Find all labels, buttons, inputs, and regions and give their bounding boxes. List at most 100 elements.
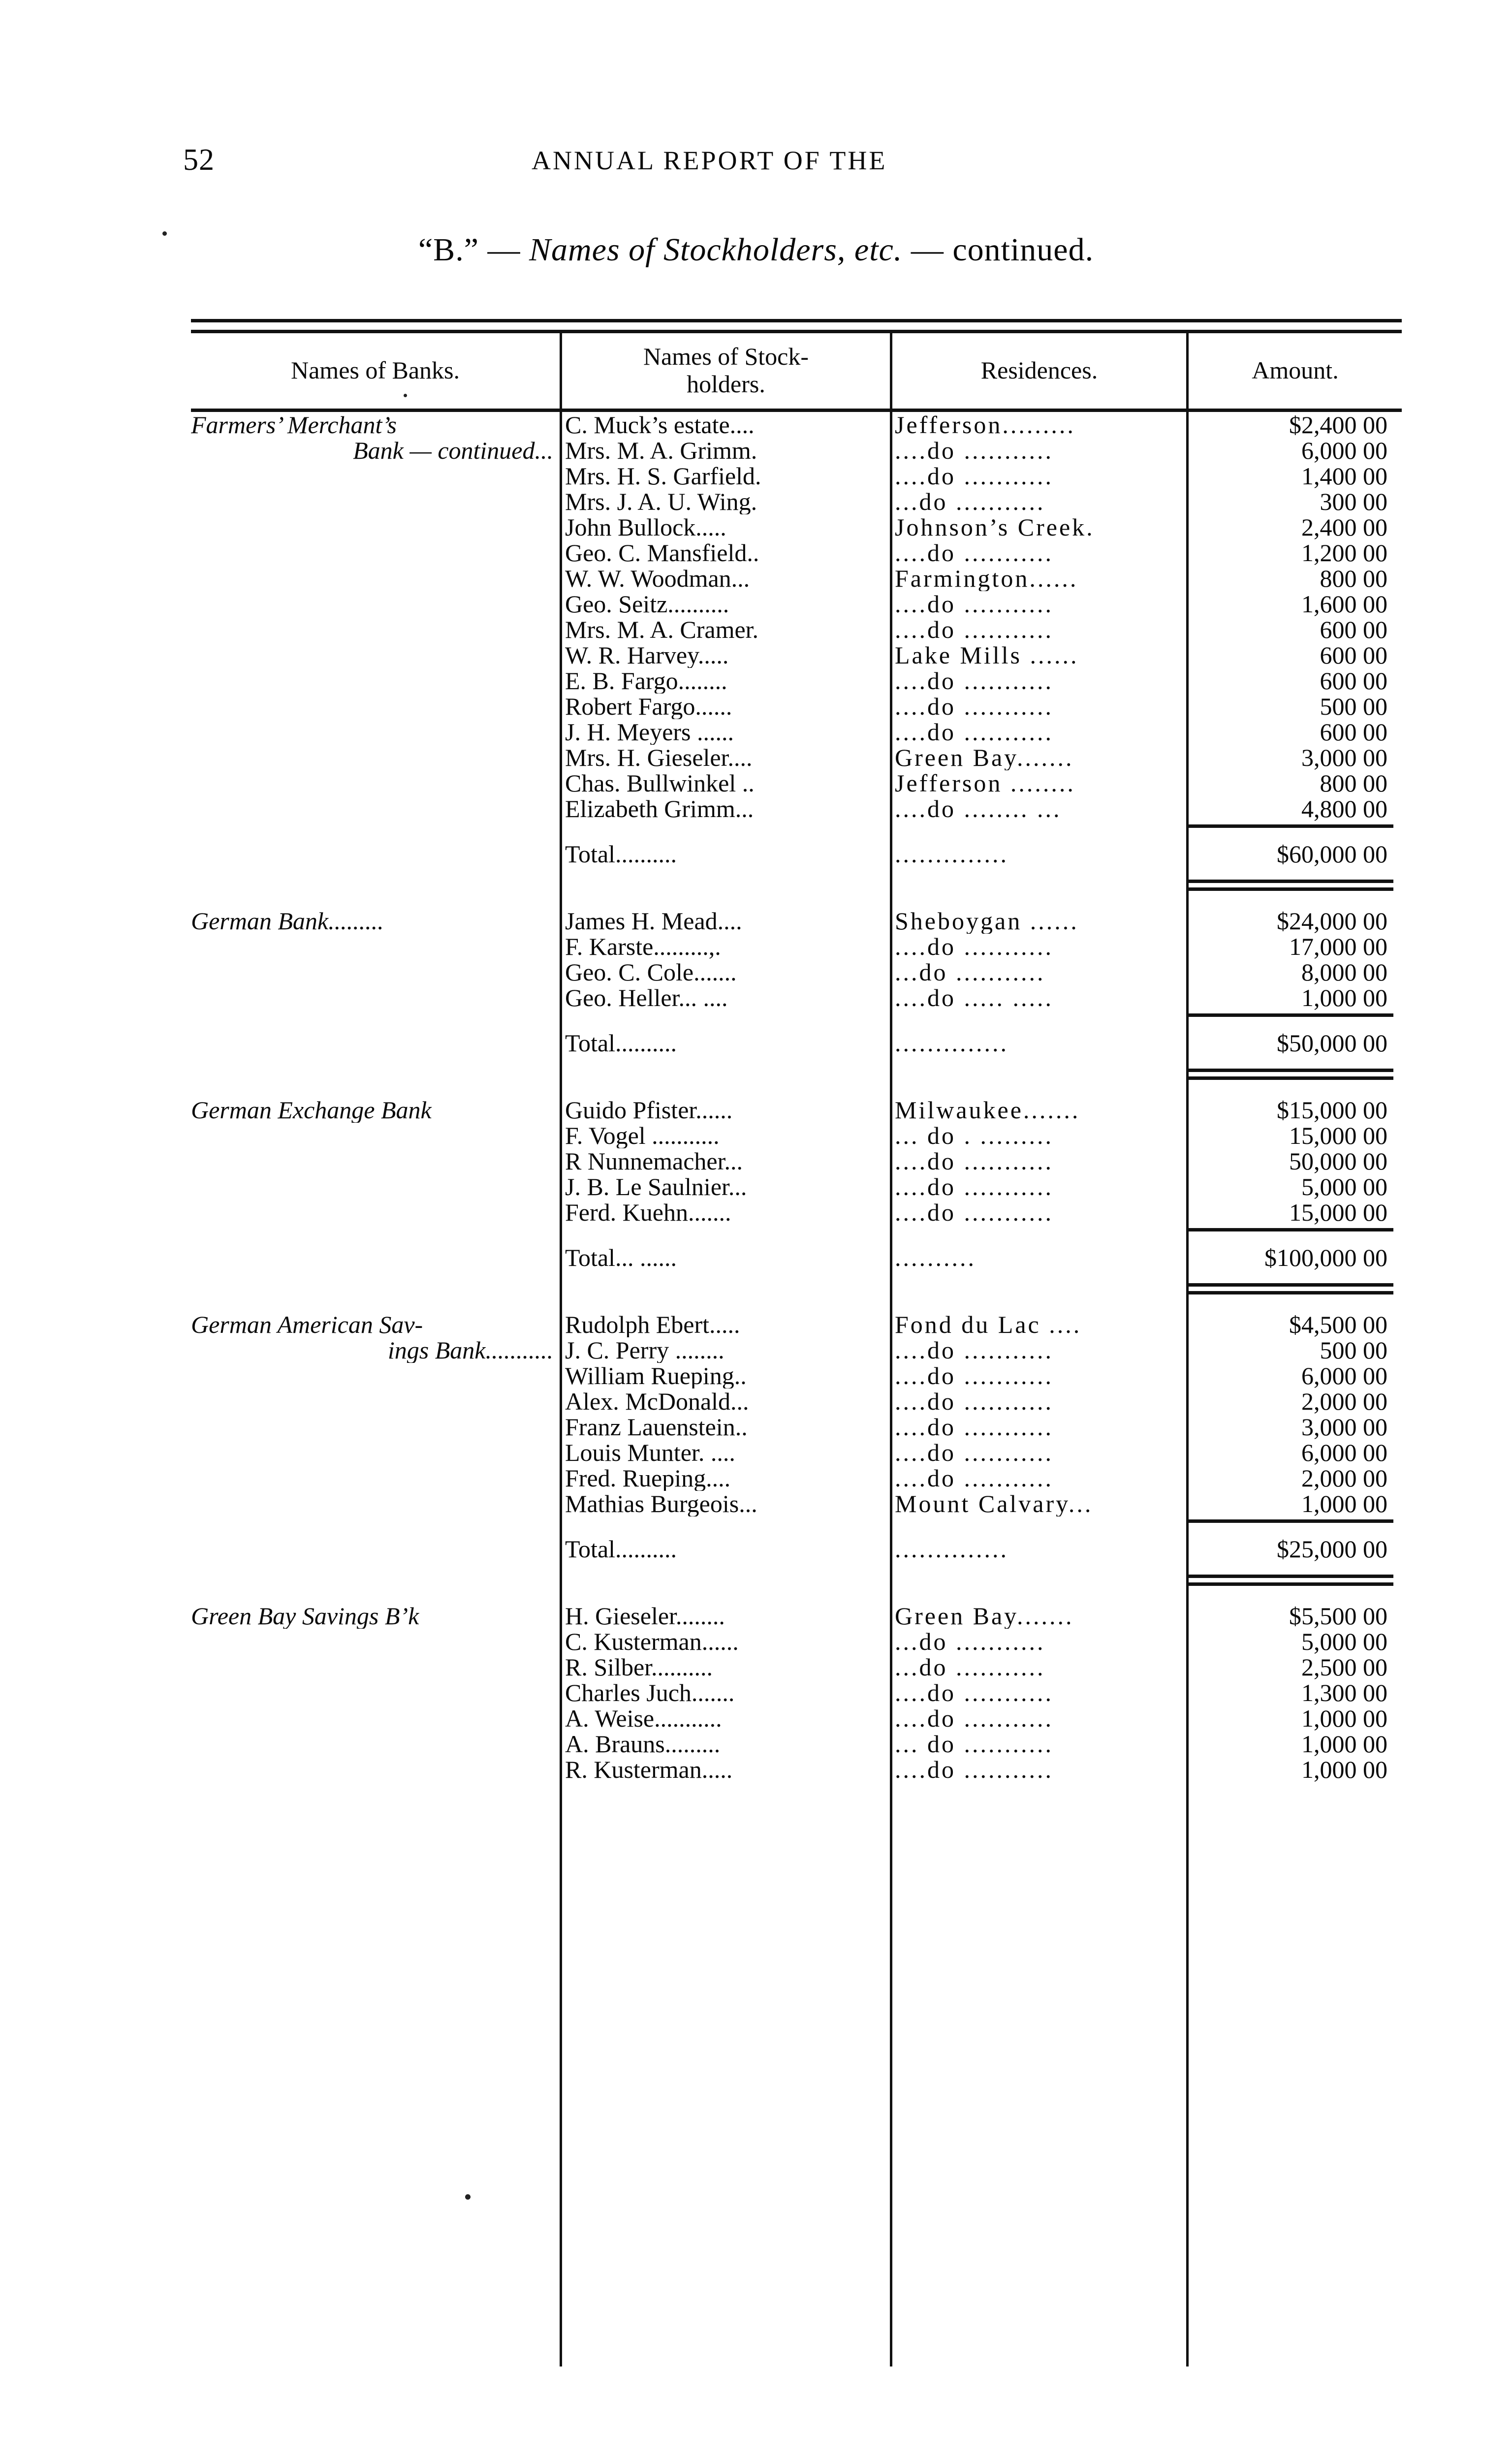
- stockholder-name-cell: Geo. Seitz..........: [565, 591, 729, 617]
- residence-cell: Milwaukee.......: [895, 1097, 1080, 1123]
- table-caption: “B.” — Names of Stockholders, etc. — con…: [0, 231, 1512, 269]
- stockholder-name-cell: Geo. Heller... ....: [565, 985, 728, 1010]
- total-rule-below-1: [1189, 1069, 1393, 1072]
- total-row: Total........................ $25,000 00: [191, 1516, 1402, 1586]
- residence-cell: ....do ...........: [895, 1757, 1053, 1782]
- bank-name-cell: Farmers’ Merchant’s: [191, 412, 397, 438]
- stockholder-name-cell: Mrs. H. Gieseler....: [565, 745, 753, 770]
- total-rule-below-2: [1189, 1076, 1393, 1080]
- stockholder-name-cell: R Nunnemacher...: [565, 1148, 743, 1174]
- residence-cell: Fond du Lac ....: [895, 1312, 1082, 1337]
- table-row: R. Kusterman..... ....do ........... 1,000…: [191, 1757, 1402, 1782]
- residence-cell: ....do ...........: [895, 1148, 1053, 1174]
- residence-cell: Green Bay.......: [895, 1603, 1074, 1629]
- stockholder-name-cell: Mrs. M. A. Cramer.: [565, 617, 759, 642]
- bank-group: German American Sav- Rudolph Ebert..... Fo…: [191, 1312, 1402, 1603]
- stockholder-name-cell: Guido Pfister......: [565, 1097, 733, 1123]
- amount-cell: $24,000 00: [1277, 908, 1387, 934]
- caption-dash-2: —: [902, 232, 953, 268]
- total-rule-below-1: [1189, 1575, 1393, 1578]
- stockholder-name-cell: Louis Munter. ....: [565, 1440, 735, 1465]
- residence-cell: ...do ...........: [895, 959, 1045, 985]
- table-row: Bank — continued... Mrs. M. A. Grimm.....…: [191, 438, 1402, 463]
- table-row: F. Vogel ........... ... do . ......... 15…: [191, 1123, 1402, 1148]
- residence-cell: ....do ...........: [895, 1363, 1053, 1388]
- table-row: German Bank......... James H. Mead.... She…: [191, 908, 1402, 934]
- stockholder-name-cell: James H. Mead....: [565, 908, 742, 934]
- residence-cell: Jefferson.........: [895, 412, 1075, 438]
- group-spacer: [191, 881, 1402, 908]
- amount-cell: 2,000 00: [1301, 1388, 1387, 1414]
- column-header-stockholders-label: Names of Stock- holders.: [643, 343, 809, 398]
- stockholder-name-cell: Rudolph Ebert.....: [565, 1312, 740, 1337]
- residence-cell: ....do ...........: [895, 463, 1053, 489]
- stockholder-name-cell: Chas. Bullwinkel ..: [565, 770, 755, 796]
- stockholder-name-cell: A. Weise...........: [565, 1705, 722, 1731]
- amount-cell: 600 00: [1320, 668, 1388, 694]
- residence-cell: ....do ...........: [895, 1440, 1053, 1465]
- table-row: R Nunnemacher... ....do ........... 50,000…: [191, 1148, 1402, 1174]
- stockholder-name-cell: Geo. C. Mansfield..: [565, 540, 759, 566]
- residence-cell: ....do ...........: [895, 591, 1053, 617]
- residence-cell: ....do ...........: [895, 1199, 1053, 1225]
- table-row: Geo. C. Cole....... ...do ........... 8,00…: [191, 959, 1402, 985]
- amount-cell: $15,000 00: [1277, 1097, 1387, 1123]
- table-row: Geo. C. Mansfield.. ....do ........... 1,2…: [191, 540, 1402, 566]
- total-rule-below-1: [1189, 1283, 1393, 1287]
- stockholder-name-cell: Fred. Rueping....: [565, 1465, 731, 1491]
- table-row: J. H. Meyers ...... ....do ........... 600…: [191, 719, 1402, 745]
- group-spacer: [191, 1576, 1402, 1603]
- scan-speck: [465, 2194, 471, 2200]
- total-label: Total..........: [565, 1535, 677, 1563]
- residence-cell: ....do ...........: [895, 438, 1053, 463]
- bank-name-cell: Bank — continued...: [353, 438, 553, 463]
- amount-cell: 600 00: [1320, 719, 1388, 745]
- total-amount: $25,000 00: [1277, 1535, 1387, 1563]
- total-rule-above: [1189, 1519, 1393, 1523]
- column-header-residences: Residences.: [892, 332, 1186, 409]
- residence-cell: ....do ..... .....: [895, 985, 1053, 1010]
- table-row: Charles Juch....... ....do ........... 1,3…: [191, 1680, 1402, 1705]
- amount-cell: 6,000 00: [1301, 1440, 1387, 1465]
- column-divider-2: [890, 332, 892, 2366]
- bank-name-cell: German American Sav-: [191, 1312, 423, 1337]
- stockholder-name-cell: Mathias Burgeois...: [565, 1491, 757, 1516]
- table-row: Ferd. Kuehn....... ....do ........... 15,0…: [191, 1199, 1402, 1225]
- total-row: Total........................ $60,000 00: [191, 821, 1402, 891]
- amount-cell: 2,500 00: [1301, 1654, 1387, 1680]
- page-number: 52: [183, 143, 215, 177]
- amount-cell: $4,500 00: [1289, 1312, 1387, 1337]
- table-row: Louis Munter. .... ....do ........... 6,00…: [191, 1440, 1402, 1465]
- stockholders-table: Names of Banks. Names of Stock- holders.…: [191, 319, 1402, 2366]
- residence-cell: ....do ...........: [895, 540, 1053, 566]
- total-amount: $50,000 00: [1277, 1029, 1387, 1057]
- table-row: Mrs. H. Gieseler.... Green Bay....... 3,00…: [191, 745, 1402, 770]
- residence-cell: ....do ...........: [895, 1174, 1053, 1199]
- table-row: R. Silber.......... ...do ........... 2,50…: [191, 1654, 1402, 1680]
- stockholder-name-cell: Ferd. Kuehn.......: [565, 1199, 731, 1225]
- stockholder-name-cell: F. Karste.........,.: [565, 934, 721, 959]
- total-leader-dots: ..............: [895, 1535, 1008, 1563]
- caption-dash-1: —: [478, 232, 529, 268]
- stockholder-name-cell: J. H. Meyers ......: [565, 719, 734, 745]
- amount-cell: 1,000 00: [1301, 1757, 1387, 1782]
- column-header-amount-label: Amount.: [1252, 356, 1339, 384]
- total-leader-dots: ..........: [895, 1244, 976, 1271]
- amount-cell: 17,000 00: [1289, 934, 1387, 959]
- amount-cell: 2,000 00: [1301, 1465, 1387, 1491]
- total-rule-below-2: [1189, 887, 1393, 891]
- table-row: E. B. Fargo........ ....do ........... 600…: [191, 668, 1402, 694]
- residence-cell: ....do ...........: [895, 694, 1053, 719]
- bank-group: Farmers’ Merchant’s C. Muck’s estate.... J…: [191, 412, 1402, 908]
- column-header-stockholders-line1: Names of Stock-: [643, 343, 809, 370]
- column-header-stockholders-line2: holders.: [687, 370, 765, 398]
- stockholder-name-cell: Robert Fargo......: [565, 694, 732, 719]
- stockholder-name-cell: H. Gieseler........: [565, 1603, 725, 1629]
- residence-cell: Mount Calvary...: [895, 1491, 1093, 1516]
- stockholder-name-cell: Mrs. J. A. U. Wing.: [565, 489, 757, 514]
- amount-cell: 5,000 00: [1301, 1629, 1387, 1654]
- amount-cell: 500 00: [1320, 694, 1388, 719]
- table-row: Green Bay Savings B’k H. Gieseler........…: [191, 1603, 1402, 1629]
- running-head-text: ANNUAL REPORT OF THE: [532, 146, 887, 175]
- table-row: Geo. Seitz.......... ....do ........... 1,…: [191, 591, 1402, 617]
